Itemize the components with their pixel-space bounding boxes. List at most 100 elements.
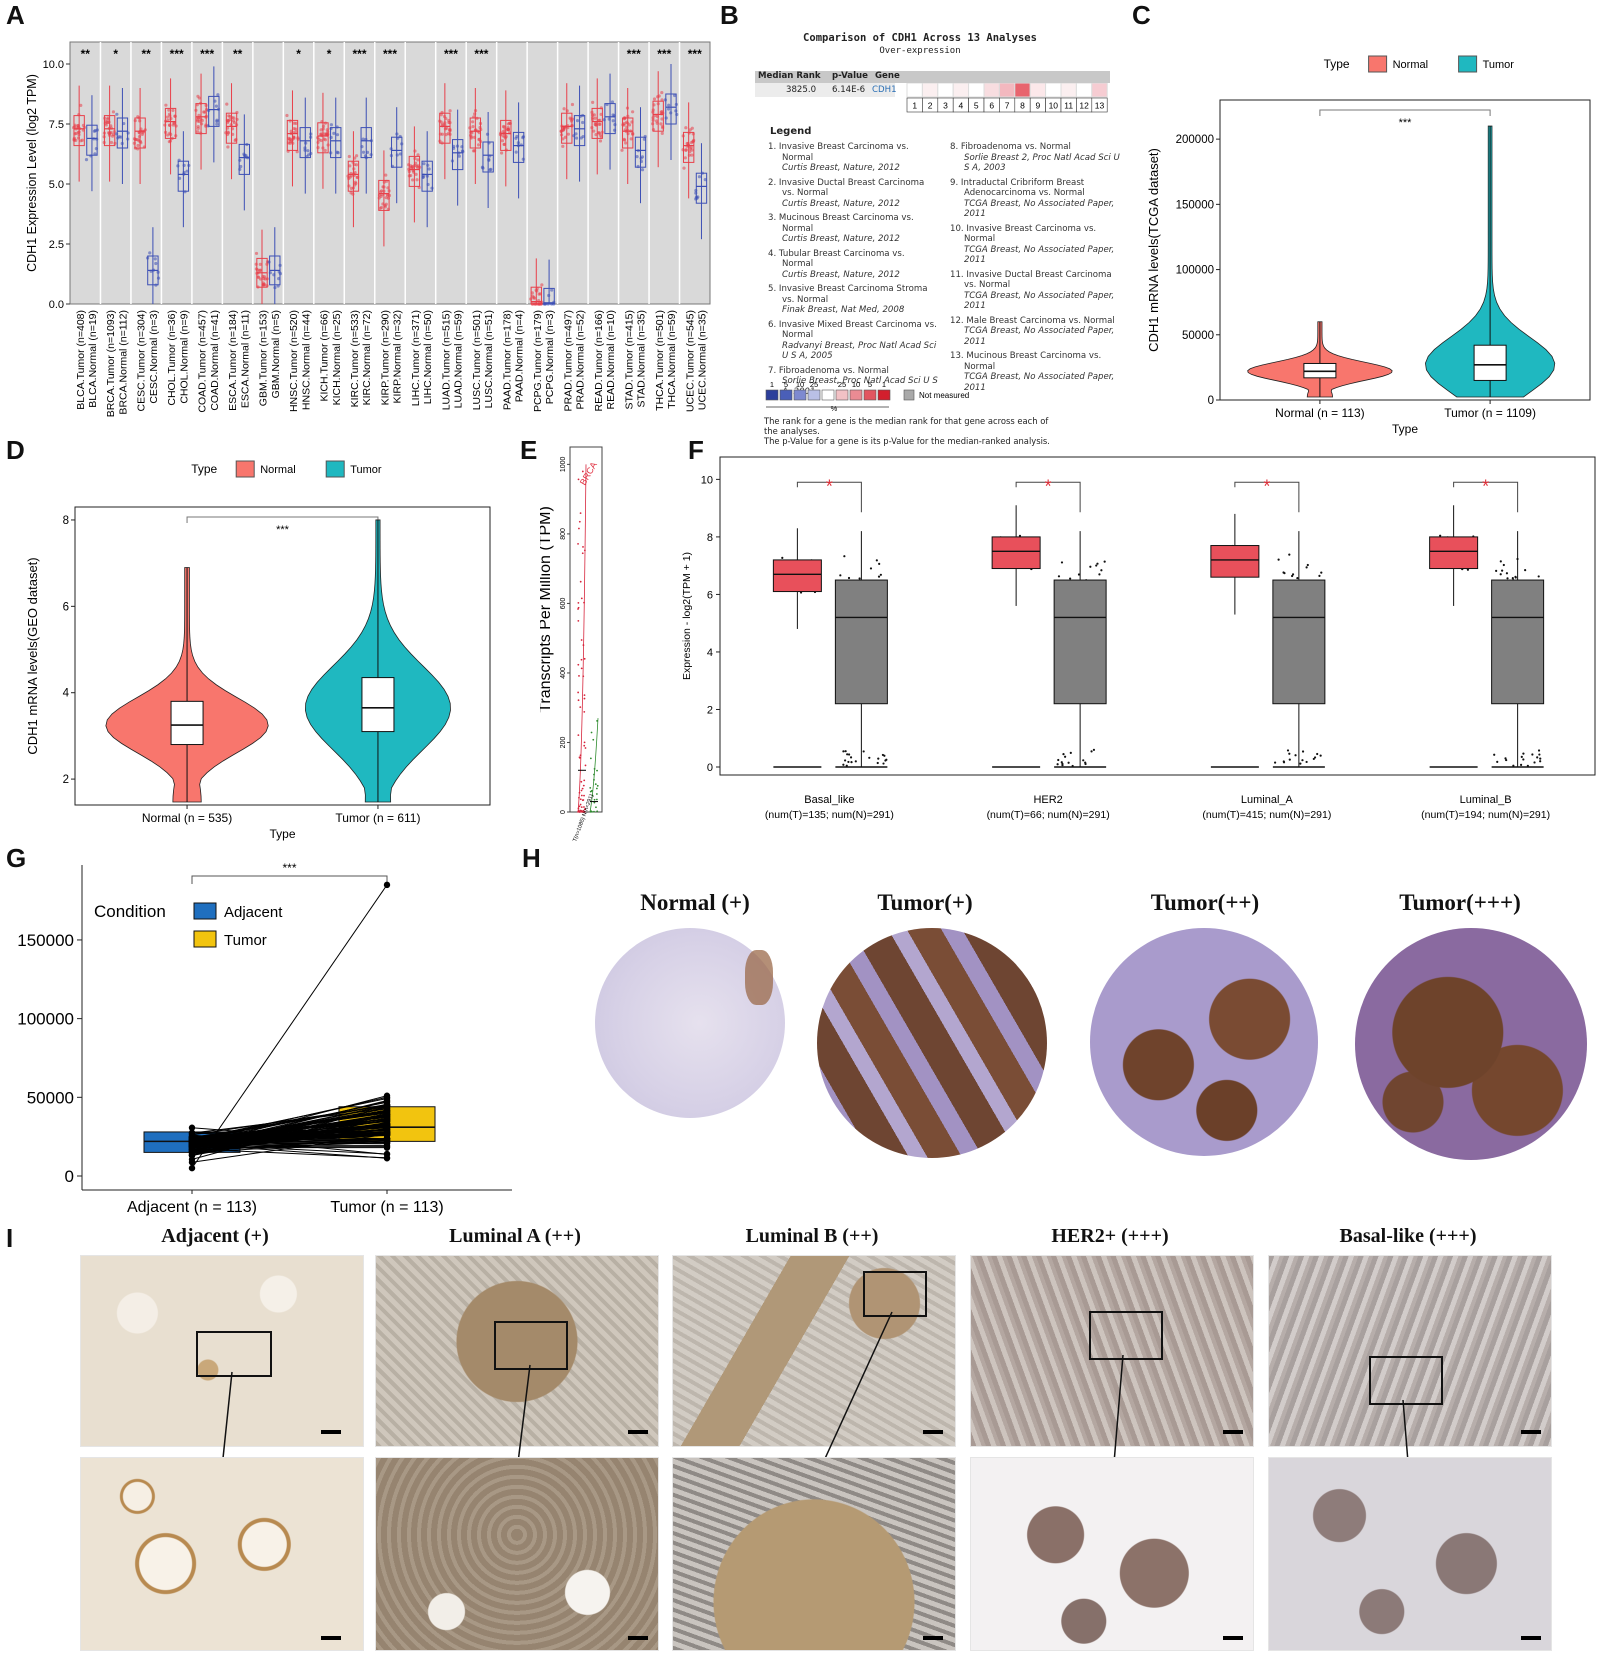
chart-g: 0 50000 100000 150000 *** Condition Adjacent Tu… (17, 861, 512, 1216)
scatter-point (263, 277, 267, 281)
scatter-point (689, 141, 694, 145)
scatter-point (579, 803, 582, 806)
scatter-point (319, 138, 323, 143)
scale-swatch (765, 389, 779, 401)
scatter-point (580, 597, 583, 600)
legend-entry: 6. Invasive Mixed Breast Carcinoma vs. N… (768, 320, 938, 362)
scatter-point (506, 122, 510, 126)
i-high-basal (1268, 1457, 1552, 1651)
scatter-point (1439, 534, 1442, 537)
scatter-point (185, 169, 189, 173)
y-tick-label: 50000 (1182, 330, 1214, 342)
heatmap-cell (998, 83, 1016, 98)
scatter-point (349, 174, 353, 178)
legend-entry: 3. Mucinous Breast Carcinoma vs. Normal C… (768, 213, 938, 245)
scatter-point (652, 97, 657, 101)
scatter-point (514, 150, 518, 154)
legend-entry-text: 6. Invasive Mixed Breast Carcinoma vs. N… (768, 319, 937, 341)
scatter-point (569, 119, 574, 123)
scatter-point (188, 1131, 196, 1139)
box-normal (1053, 579, 1107, 705)
scatter-point (577, 699, 580, 702)
heatmap-index: 9 (1036, 101, 1041, 111)
scatter-point (574, 136, 579, 140)
scatter-point (849, 756, 853, 759)
box (347, 160, 360, 192)
scatter-point (1301, 759, 1304, 762)
scatter-point (620, 148, 624, 152)
scatter-point (688, 128, 692, 132)
scatter-point (580, 780, 583, 783)
scatter-point (1286, 749, 1290, 752)
scatter-point (1056, 763, 1059, 766)
panel-b-gene[interactable]: CDH1 (872, 85, 897, 95)
scatter-point (355, 175, 359, 180)
legend-entry-citation: Curtis Breast, Nature, 2012 (782, 234, 900, 244)
scatter-point (231, 119, 235, 123)
x-tick-sublabel: (num(T)=415; num(N)=291) (1202, 809, 1331, 821)
x-tick-label: READ.Tumor (n=166) (593, 310, 605, 411)
y-tick-label: 100000 (17, 1010, 74, 1029)
legend-entry-text: 1. Invasive Breast Carcinoma vs. Normal (768, 142, 909, 163)
legend-entry-text: 4. Tubular Breast Carcinoma vs. Normal (768, 248, 905, 270)
scatter-point (581, 470, 584, 473)
scatter-point (383, 1092, 391, 1099)
significance-bracket (1453, 481, 1519, 513)
scatter-point (882, 762, 885, 765)
x-tick-label: Luminal_B (1460, 794, 1512, 806)
scatter-point (577, 734, 580, 737)
significance-stars: *** (170, 47, 184, 61)
box (591, 107, 603, 139)
scatter-point (1291, 573, 1295, 576)
y-tick-label: 5.0 (49, 179, 64, 191)
legend-entry: 11. Invasive Ductal Breast Carcinoma vs.… (950, 270, 1125, 312)
scatter-point (485, 132, 490, 136)
scatter-point (165, 115, 169, 119)
x-axis-label: Type (1392, 422, 1418, 436)
scatter-point (577, 602, 580, 604)
scatter-point (580, 806, 583, 809)
h-tma-tumor2 (1090, 928, 1318, 1156)
box (421, 160, 433, 192)
i-zoombox-basal (1369, 1356, 1443, 1405)
i-title-basal: Basal-like (+++) (1339, 1225, 1477, 1247)
scatter-point (1057, 575, 1061, 578)
scatter-point (226, 119, 231, 123)
scatter-point (258, 262, 262, 267)
panel-label-f: F (688, 435, 704, 465)
scatter-point (445, 126, 449, 130)
significance-bracket (1319, 109, 1491, 116)
scatter-point (1495, 569, 1498, 572)
x-tick-label: CESC.Normal (n=3) (148, 310, 160, 404)
legend-swatch (1458, 55, 1478, 73)
scatter-point (136, 143, 140, 148)
scale-bar (1223, 1430, 1243, 1434)
x-tick-label: THCA.Normal (n=59) (666, 310, 678, 409)
heatmap-cell (1045, 83, 1062, 98)
scatter-point (335, 133, 340, 137)
i-low-adjacent (80, 1255, 364, 1447)
scatter-point (232, 116, 236, 120)
heatmap-cell (1029, 83, 1047, 98)
scale-bar (1521, 1430, 1541, 1434)
scatter-point (582, 784, 585, 787)
scatter-point (347, 154, 351, 159)
scatter-point (93, 128, 97, 133)
legend-swatch (193, 902, 217, 920)
scatter-point (1499, 560, 1502, 563)
scatter-point (1288, 553, 1291, 556)
significance-stars: ** (81, 47, 91, 61)
scatter-point (846, 753, 849, 756)
scatter-point (684, 126, 688, 130)
scatter-point (415, 164, 419, 168)
scatter-point (439, 113, 443, 117)
scatter-point (109, 131, 113, 135)
scatter-point (598, 122, 602, 126)
i-title-luminal-b: Luminal B (++) (745, 1225, 879, 1247)
scatter-point (154, 261, 158, 266)
legend-title: Condition (94, 902, 166, 921)
scatter-point (598, 133, 602, 137)
scatter-point (531, 294, 535, 298)
scatter-point (477, 137, 481, 142)
scatter-point (631, 110, 635, 114)
